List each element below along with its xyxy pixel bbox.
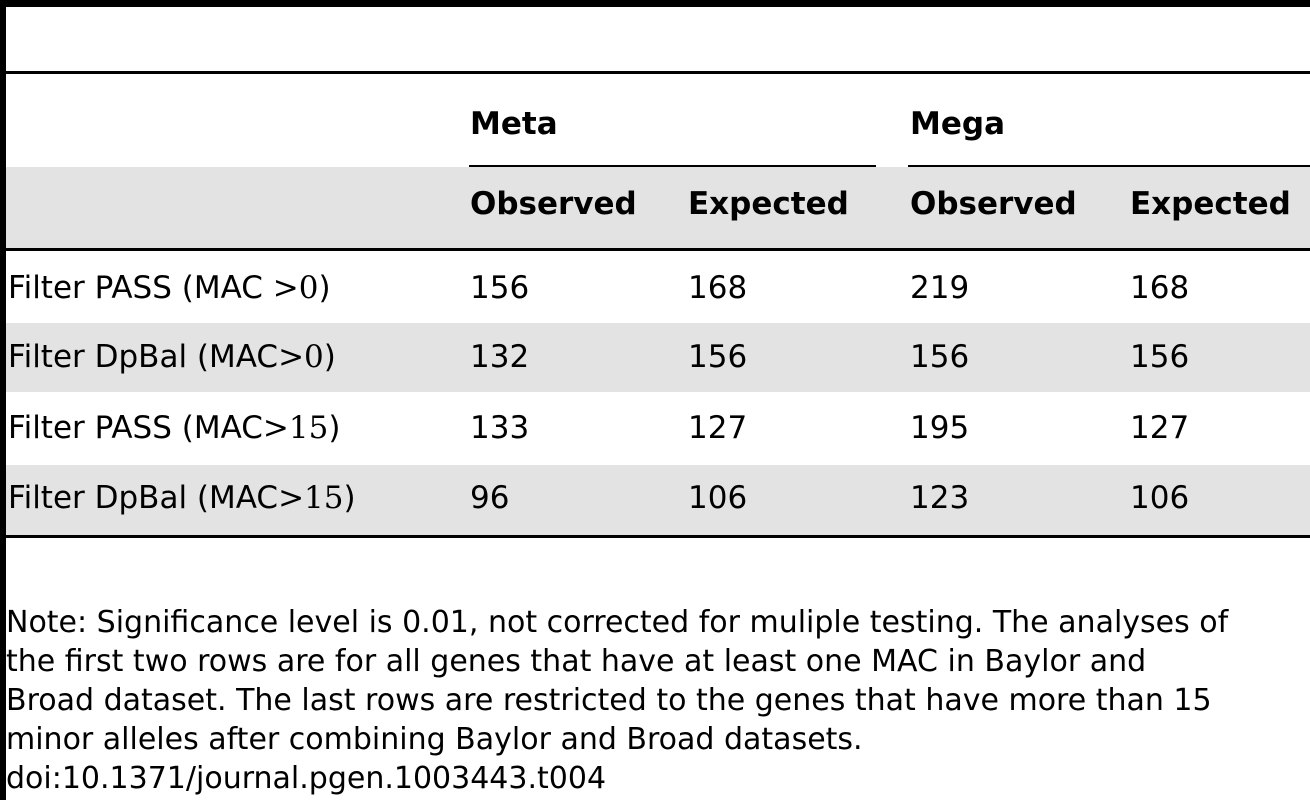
table-cell: 127 xyxy=(688,410,748,446)
footnote-line: minor alleles after combining Baylor and… xyxy=(6,722,863,757)
group-header-mega: Mega xyxy=(910,106,1005,142)
table-cell: 127 xyxy=(1130,410,1190,446)
table-cell: 156 xyxy=(1130,339,1190,375)
col-header-meta-expected: Expected xyxy=(688,186,849,222)
table-cell: 96 xyxy=(470,480,510,516)
table-cell: 133 xyxy=(470,410,530,446)
table-footnote: Note: Significance level is 0.01, not co… xyxy=(6,603,1310,798)
row-label: Filter PASS (MAC>15) xyxy=(8,410,341,446)
header-top-rule xyxy=(6,71,1310,74)
row-band-4 xyxy=(6,465,1310,535)
group-header-meta: Meta xyxy=(470,106,558,142)
header-bottom-rule xyxy=(6,248,1310,251)
footnote-line: the first two rows are for all genes tha… xyxy=(6,644,1147,679)
footnote-line: Note: Significance level is 0.01, not co… xyxy=(6,605,1229,640)
top-rule xyxy=(6,0,1310,7)
table-cell: 195 xyxy=(910,410,970,446)
col-header-mega-observed: Observed xyxy=(910,186,1077,222)
table-cell: 219 xyxy=(910,270,970,306)
row-label: Filter DpBal (MAC>15) xyxy=(8,480,356,516)
table-cell: 156 xyxy=(910,339,970,375)
table-cell: 168 xyxy=(1130,270,1190,306)
row-label: Filter PASS (MAC >0) xyxy=(8,270,331,306)
row-label: Filter DpBal (MAC>0) xyxy=(8,339,336,375)
col-header-mega-expected: Expected xyxy=(1130,186,1291,222)
table-bottom-rule xyxy=(6,535,1310,538)
table-cell: 168 xyxy=(688,270,748,306)
table-cell: 156 xyxy=(470,270,530,306)
col-header-meta-observed: Observed xyxy=(470,186,637,222)
left-border xyxy=(0,0,6,800)
doi-link[interactable]: doi:10.1371/journal.pgen.1003443.t004 xyxy=(6,761,607,796)
table-cell: 106 xyxy=(688,480,748,516)
column-header-band xyxy=(6,167,1310,248)
mega-group-underline xyxy=(908,165,1310,167)
table-cell: 106 xyxy=(1130,480,1190,516)
table-cell: 132 xyxy=(470,339,530,375)
row-band-2 xyxy=(6,323,1310,392)
meta-group-underline xyxy=(469,165,876,167)
footnote-line: Broad dataset. The last rows are restric… xyxy=(6,683,1212,718)
table-cell: 123 xyxy=(910,480,970,516)
table-cell: 156 xyxy=(688,339,748,375)
